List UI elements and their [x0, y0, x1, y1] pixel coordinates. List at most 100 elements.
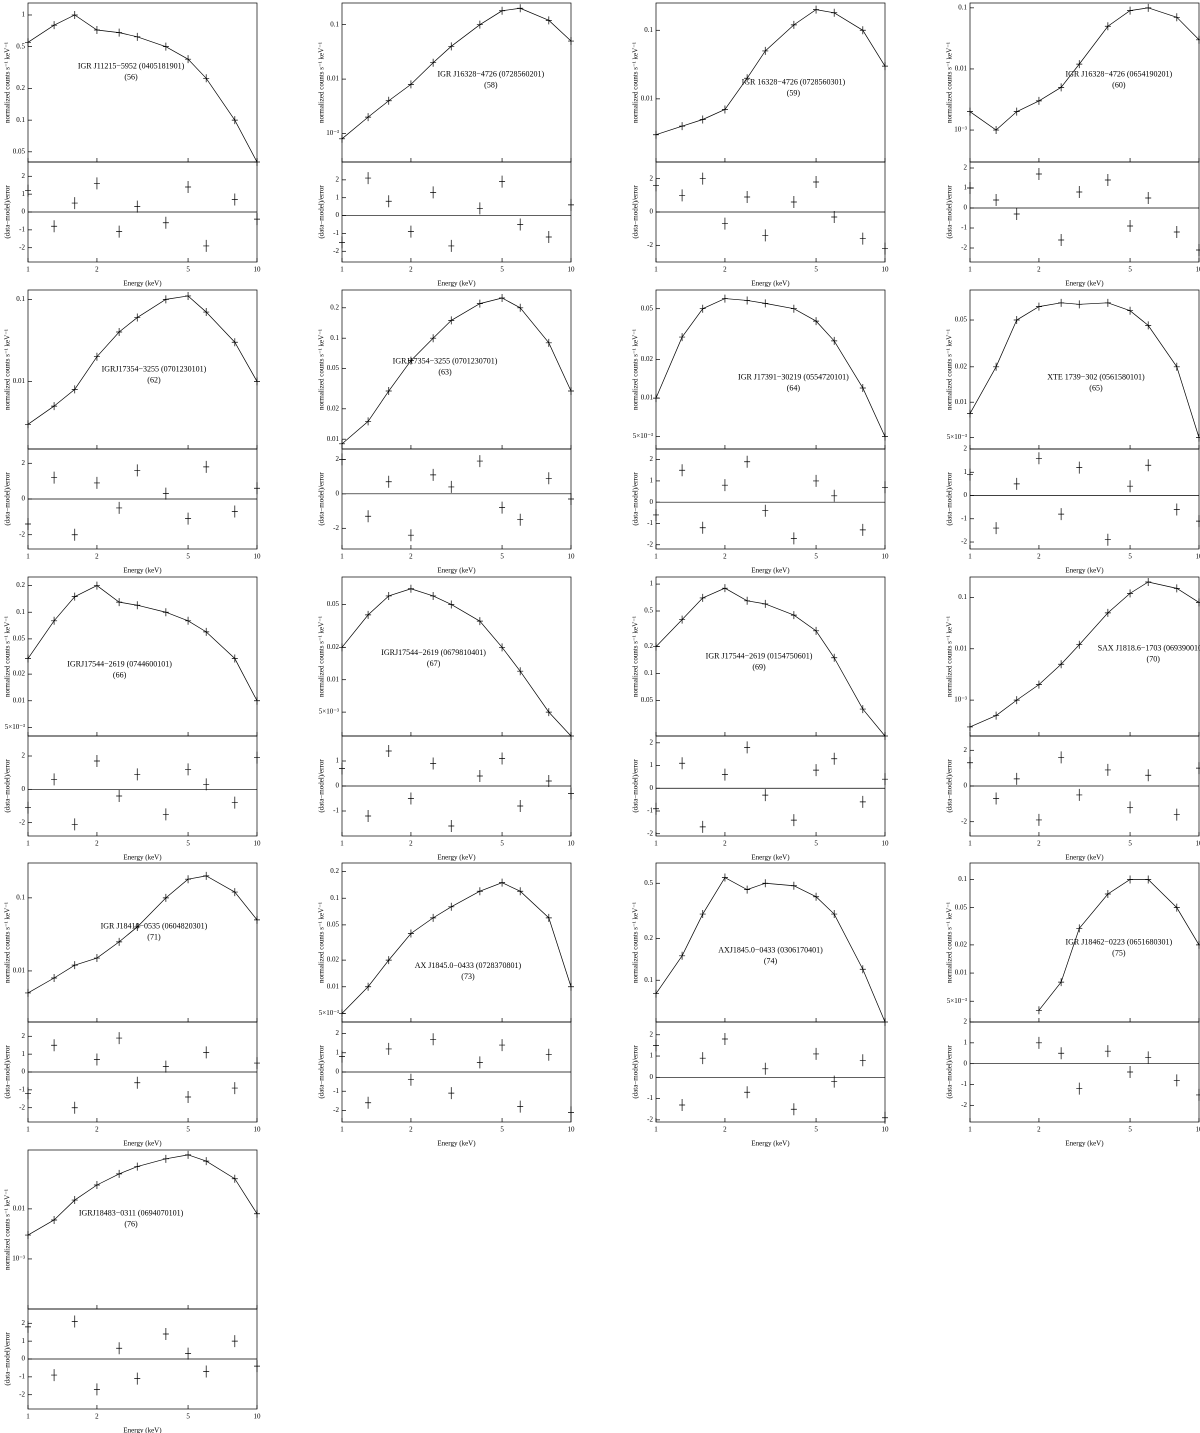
- residual-point: [653, 1039, 659, 1052]
- spectrum-frame: [341, 2, 572, 163]
- y-tick-label: 0.1: [16, 893, 25, 901]
- x-tick-label: 10: [1196, 1126, 1200, 1134]
- data-point: [231, 654, 238, 663]
- x-axis-label: Energy (keV): [751, 854, 790, 862]
- residual-point: [1013, 772, 1020, 785]
- residual-point: [71, 197, 78, 210]
- spectrum-frame: [655, 289, 886, 450]
- residual-point: [134, 200, 141, 213]
- data-point: [162, 42, 169, 51]
- residual-frame: [655, 448, 886, 550]
- y-axis-label: normalized counts s⁻¹ keV⁻¹: [632, 329, 640, 410]
- data-point: [653, 394, 659, 403]
- residual-frame: [27, 735, 258, 837]
- data-point: [568, 37, 574, 46]
- data-point: [762, 46, 769, 55]
- residual-tick-label: 2: [964, 164, 968, 172]
- data-point: [744, 74, 751, 83]
- model-line: [341, 588, 572, 737]
- residual-tick-label: 1: [964, 1038, 968, 1046]
- data-point: [1013, 107, 1020, 116]
- data-point: [762, 299, 769, 308]
- residual-point: [1076, 186, 1083, 198]
- data-point: [203, 1157, 210, 1166]
- residual-point: [385, 745, 392, 757]
- residual-point: [744, 741, 751, 754]
- data-point: [1145, 321, 1152, 330]
- data-point: [71, 10, 78, 19]
- x-tick-label: 1: [968, 1126, 972, 1134]
- residual-axis-label: (data−model)/error: [4, 759, 12, 813]
- data-point: [859, 26, 866, 35]
- residual-point: [430, 757, 437, 770]
- residual-point: [162, 1328, 169, 1340]
- residual-tick-label: -2: [19, 243, 25, 251]
- data-point: [339, 1009, 345, 1018]
- data-point: [790, 611, 797, 620]
- residual-tick-label: -2: [19, 1103, 25, 1111]
- x-tick-label: 1: [654, 553, 658, 561]
- residual-tick-label: 1: [336, 193, 340, 201]
- residual-point: [365, 172, 372, 185]
- data-point: [1076, 300, 1083, 309]
- y-tick-label: 0.02: [641, 355, 654, 363]
- residual-tick-label: 0: [336, 782, 340, 790]
- residual-point: [1173, 503, 1180, 516]
- data-point: [1035, 680, 1042, 689]
- residual-axis-label: (data−model)/error: [632, 1045, 640, 1099]
- residual-point: [254, 213, 260, 226]
- residual-axis-label: (data−model)/error: [318, 1045, 326, 1099]
- model-line: [655, 587, 886, 737]
- x-axis-label: Energy (keV): [751, 567, 790, 575]
- data-point: [1173, 584, 1180, 593]
- residual-tick-label: -1: [333, 229, 339, 237]
- y-tick-label: 0.02: [327, 956, 340, 964]
- x-tick-label: 5: [1128, 840, 1132, 848]
- x-tick-label: 10: [254, 1413, 262, 1421]
- residual-tick-label: 1: [22, 1050, 26, 1058]
- y-tick-label: 0.05: [641, 696, 654, 704]
- data-point: [365, 113, 372, 122]
- data-point: [699, 115, 706, 124]
- residual-tick-label: 2: [650, 455, 654, 463]
- residual-frame: [969, 161, 1200, 263]
- data-point: [231, 888, 238, 897]
- y-tick-label: 0.05: [641, 304, 654, 312]
- y-tick-label: 0.01: [955, 65, 968, 73]
- residual-point: [1127, 220, 1134, 232]
- residual-point: [51, 220, 58, 233]
- residual-point: [254, 1360, 260, 1373]
- residual-tick-label: 2: [22, 752, 26, 760]
- residual-point: [831, 752, 838, 765]
- residual-point: [134, 464, 141, 477]
- x-tick-label: 1: [654, 840, 658, 848]
- x-tick-label: 1: [340, 553, 344, 561]
- residual-point: [231, 505, 238, 518]
- y-axis-label: normalized counts s⁻¹ keV⁻¹: [946, 902, 954, 983]
- residual-point: [568, 198, 574, 211]
- residual-tick-label: 1: [336, 757, 340, 765]
- y-axis-label: normalized counts s⁻¹ keV⁻¹: [318, 616, 326, 697]
- residual-point: [545, 1048, 552, 1061]
- x-axis-label: Energy (keV): [123, 567, 162, 575]
- residual-point: [545, 231, 552, 243]
- residual-point: [365, 510, 372, 523]
- residual-point: [699, 521, 706, 534]
- data-point: [762, 599, 769, 608]
- x-tick-label: 1: [26, 1413, 30, 1421]
- data-point: [162, 1154, 169, 1163]
- model-line: [27, 14, 258, 163]
- residual-point: [476, 202, 483, 215]
- residual-point: [448, 820, 455, 832]
- residual-tick-label: -1: [19, 1372, 25, 1380]
- data-point: [721, 873, 728, 882]
- data-point: [1058, 83, 1065, 92]
- data-point: [476, 20, 483, 29]
- panel-number: (66): [113, 670, 127, 679]
- residual-point: [430, 468, 437, 481]
- x-tick-label: 2: [95, 553, 99, 561]
- residual-point: [831, 489, 838, 502]
- y-axis-label: normalized counts s⁻¹ keV⁻¹: [632, 42, 640, 123]
- data-point: [813, 892, 820, 901]
- data-point: [185, 291, 192, 300]
